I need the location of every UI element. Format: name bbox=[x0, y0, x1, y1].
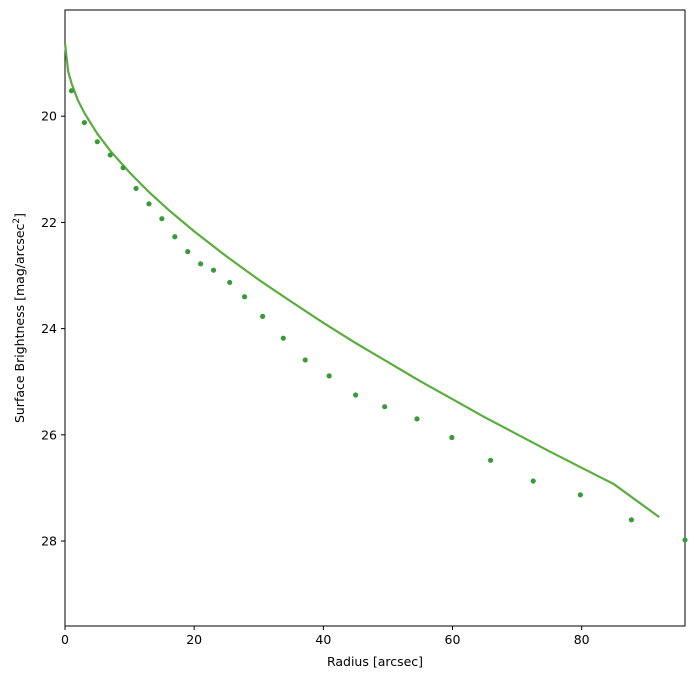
data-point bbox=[414, 416, 420, 422]
data-point bbox=[628, 517, 634, 523]
y-axis-label-close: ] bbox=[12, 213, 27, 218]
y-tick-label: 20 bbox=[41, 109, 57, 124]
x-axis-label: Radius [arcsec] bbox=[327, 654, 423, 669]
data-point bbox=[302, 357, 308, 363]
data-point bbox=[280, 335, 286, 341]
data-point bbox=[227, 279, 233, 286]
axis-ticks: 0 20 40 60 80 20 22 24 26 28 bbox=[41, 109, 590, 647]
data-point bbox=[81, 119, 87, 126]
data-point bbox=[159, 216, 165, 222]
data-points-layer bbox=[68, 88, 688, 543]
data-point bbox=[682, 537, 688, 543]
data-point bbox=[172, 234, 178, 240]
model-fit-layer bbox=[63, 43, 660, 518]
y-tick-label: 26 bbox=[41, 427, 57, 442]
data-point bbox=[185, 249, 191, 255]
data-point bbox=[133, 185, 139, 192]
y-axis-label: Surface Brightness [mag/arcsec2] bbox=[12, 213, 27, 423]
data-point bbox=[353, 392, 359, 398]
data-point bbox=[107, 152, 113, 158]
y-tick-label: 24 bbox=[41, 321, 57, 336]
x-tick-label: 80 bbox=[574, 632, 590, 647]
data-point bbox=[530, 478, 536, 484]
data-point bbox=[382, 404, 388, 410]
x-tick-label: 0 bbox=[61, 632, 69, 647]
data-point bbox=[146, 201, 152, 207]
x-tick-label: 20 bbox=[186, 632, 202, 647]
y-axis-label-main: Surface Brightness [mag/arcsec bbox=[12, 223, 27, 423]
data-point bbox=[198, 261, 204, 267]
data-point bbox=[94, 139, 100, 145]
x-tick-label: 60 bbox=[445, 632, 461, 647]
data-point bbox=[241, 294, 248, 300]
data-point bbox=[68, 88, 75, 94]
y-axis-label-superscript: 2 bbox=[12, 218, 22, 224]
data-point bbox=[577, 492, 583, 498]
data-point bbox=[120, 165, 126, 171]
data-point bbox=[326, 373, 332, 379]
y-tick-label: 28 bbox=[41, 534, 57, 549]
model-fit-line bbox=[63, 43, 660, 518]
data-point bbox=[210, 267, 217, 273]
data-point bbox=[488, 457, 494, 463]
data-point bbox=[260, 313, 266, 320]
plot-frame bbox=[64, 9, 686, 627]
data-point bbox=[449, 434, 455, 441]
x-tick-label: 40 bbox=[315, 632, 331, 647]
y-tick-label: 22 bbox=[41, 215, 57, 230]
